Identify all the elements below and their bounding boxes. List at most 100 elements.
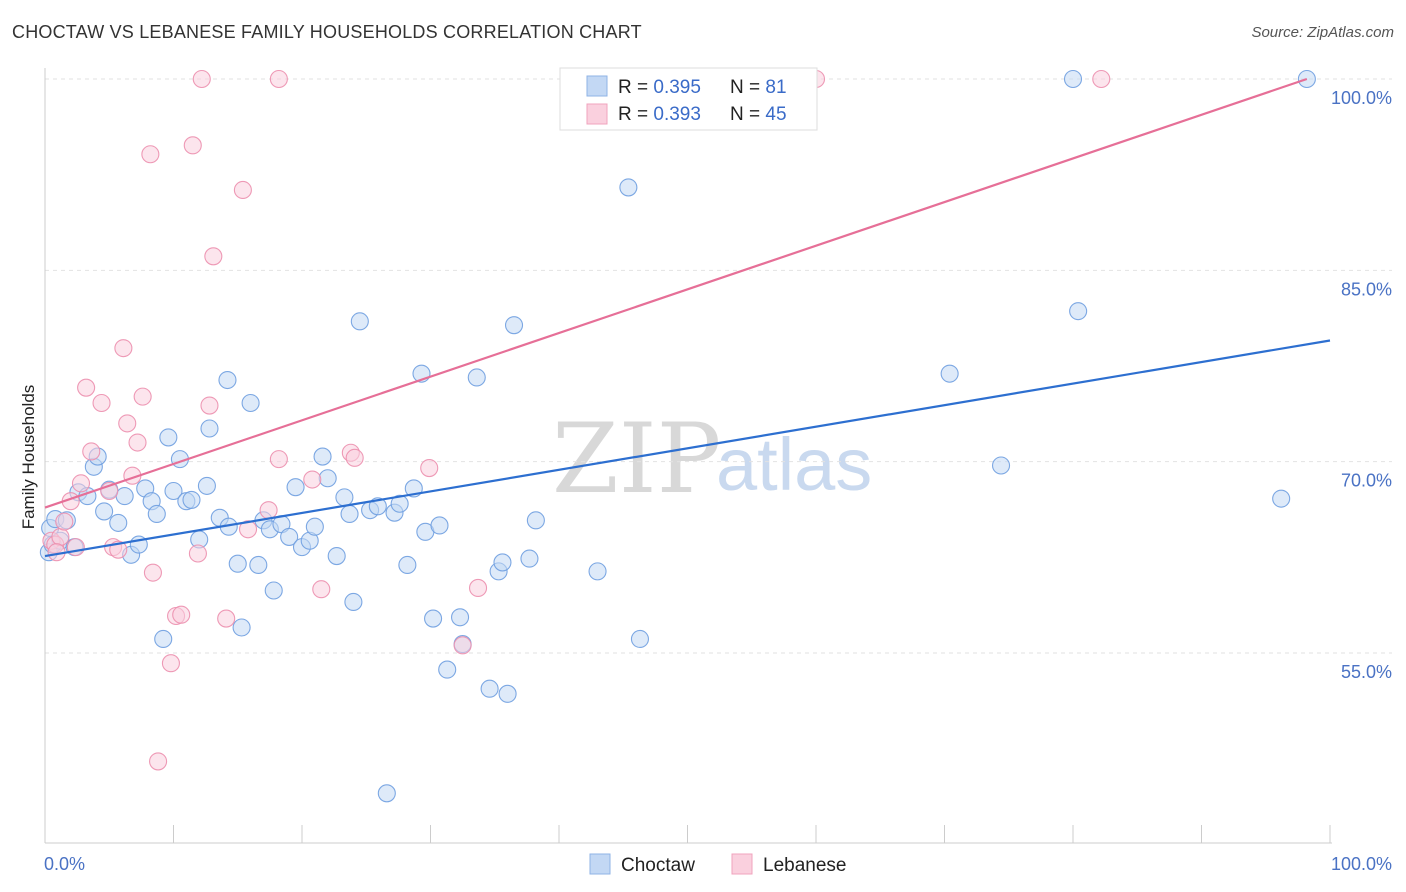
point-lebanese bbox=[238, 520, 258, 539]
point-choctaw bbox=[368, 497, 387, 516]
x-ticks bbox=[173, 825, 1331, 843]
svg-text:N = 45: N = 45 bbox=[730, 104, 787, 125]
point-lebanese bbox=[92, 393, 111, 413]
point-choctaw bbox=[630, 629, 650, 649]
legend-r-label-lebanese: R = bbox=[618, 104, 653, 125]
point-choctaw bbox=[377, 784, 396, 803]
axes bbox=[44, 68, 1332, 844]
point-lebanese bbox=[233, 180, 252, 200]
point-choctaw bbox=[115, 487, 134, 506]
point-choctaw bbox=[197, 476, 216, 495]
point-choctaw bbox=[228, 554, 247, 573]
point-choctaw bbox=[182, 490, 201, 509]
point-lebanese bbox=[259, 501, 278, 520]
source-label: Source: ZipAtlas.com bbox=[1251, 24, 1394, 41]
point-choctaw bbox=[398, 555, 417, 575]
point-lebanese bbox=[172, 605, 191, 624]
y-tick-label: 70.0% bbox=[1341, 471, 1392, 491]
legend-swatch-choctaw bbox=[586, 75, 608, 97]
y-tick-label: 85.0% bbox=[1341, 279, 1392, 299]
point-lebanese bbox=[217, 609, 236, 628]
point-lebanese bbox=[149, 752, 168, 771]
point-lebanese bbox=[141, 145, 160, 164]
legend-n-value-choctaw: 81 bbox=[765, 77, 786, 98]
point-choctaw bbox=[1272, 489, 1291, 508]
point-choctaw bbox=[350, 312, 369, 331]
point-lebanese bbox=[143, 563, 162, 582]
point-lebanese bbox=[77, 378, 96, 397]
legend-r-label-choctaw: R = bbox=[618, 77, 653, 98]
point-lebanese bbox=[200, 396, 219, 415]
point-lebanese bbox=[269, 450, 288, 469]
point-choctaw bbox=[451, 608, 470, 627]
point-choctaw bbox=[95, 502, 114, 521]
x-tick-label-min: 0.0% bbox=[44, 854, 85, 874]
svg-text:R = 0.393: R = 0.393 bbox=[618, 104, 701, 125]
point-lebanese bbox=[420, 458, 439, 478]
point-lebanese bbox=[71, 474, 91, 493]
point-choctaw bbox=[480, 679, 499, 698]
y-tick-label: 55.0% bbox=[1341, 662, 1392, 682]
point-choctaw bbox=[164, 481, 183, 501]
point-choctaw bbox=[526, 511, 545, 530]
point-lebanese bbox=[128, 433, 147, 452]
chart-title: CHOCTAW VS LEBANESE FAMILY HOUSEHOLDS CO… bbox=[12, 22, 642, 42]
svg-text:R = 0.395: R = 0.395 bbox=[618, 77, 701, 98]
point-choctaw bbox=[318, 469, 337, 488]
point-lebanese bbox=[114, 339, 133, 358]
trend-line-choctaw bbox=[44, 339, 1331, 558]
point-choctaw bbox=[280, 527, 299, 546]
point-choctaw bbox=[264, 581, 283, 600]
point-choctaw bbox=[249, 555, 268, 575]
series-lebanese-points bbox=[42, 69, 1111, 771]
legend-swatch-lebanese bbox=[586, 103, 608, 125]
point-lebanese bbox=[55, 512, 74, 531]
point-lebanese bbox=[183, 136, 202, 155]
point-choctaw bbox=[327, 547, 346, 566]
point-choctaw bbox=[147, 504, 166, 524]
point-lebanese bbox=[51, 527, 70, 546]
point-choctaw bbox=[504, 316, 524, 335]
legend-n-label-lebanese: N = bbox=[730, 104, 765, 125]
legend-n-label-choctaw: N = bbox=[730, 77, 765, 98]
y-tick-label: 100.0% bbox=[1331, 88, 1392, 108]
point-lebanese bbox=[66, 538, 85, 557]
legend-bottom-swatch-lebanese bbox=[731, 853, 753, 875]
point-lebanese bbox=[345, 448, 364, 467]
point-choctaw bbox=[1063, 69, 1083, 89]
point-choctaw bbox=[218, 370, 237, 390]
legend-n-value-lebanese: 45 bbox=[765, 104, 786, 125]
point-choctaw bbox=[109, 513, 128, 532]
point-choctaw bbox=[493, 553, 512, 572]
point-choctaw bbox=[588, 562, 607, 581]
point-choctaw bbox=[467, 368, 486, 387]
legend-bottom-label-choctaw: Choctaw bbox=[621, 855, 695, 876]
point-lebanese bbox=[453, 636, 472, 655]
point-lebanese bbox=[133, 387, 152, 406]
point-choctaw bbox=[430, 516, 449, 535]
point-choctaw bbox=[154, 629, 173, 649]
point-lebanese bbox=[192, 69, 211, 89]
point-lebanese bbox=[1092, 69, 1111, 89]
point-choctaw bbox=[241, 393, 260, 413]
x-tick-label-max: 100.0% bbox=[1331, 854, 1392, 874]
point-choctaw bbox=[232, 618, 251, 637]
point-lebanese bbox=[188, 544, 207, 563]
point-lebanese bbox=[161, 654, 180, 673]
legend-bottom-label-lebanese: Lebanese bbox=[763, 855, 846, 876]
point-lebanese bbox=[303, 470, 322, 489]
point-choctaw bbox=[520, 549, 539, 568]
point-lebanese bbox=[118, 414, 137, 433]
watermark-atlas: atlas bbox=[716, 423, 872, 506]
point-choctaw bbox=[305, 517, 324, 536]
point-choctaw bbox=[991, 456, 1011, 475]
point-lebanese bbox=[269, 69, 288, 89]
point-choctaw bbox=[159, 428, 178, 447]
trend-line-lebanese bbox=[44, 77, 1308, 509]
point-choctaw bbox=[498, 684, 517, 703]
point-choctaw bbox=[619, 178, 638, 197]
legend-r-value-choctaw: 0.395 bbox=[653, 77, 701, 98]
point-choctaw bbox=[344, 592, 363, 612]
legend-bottom: Choctaw Lebanese bbox=[589, 853, 846, 876]
